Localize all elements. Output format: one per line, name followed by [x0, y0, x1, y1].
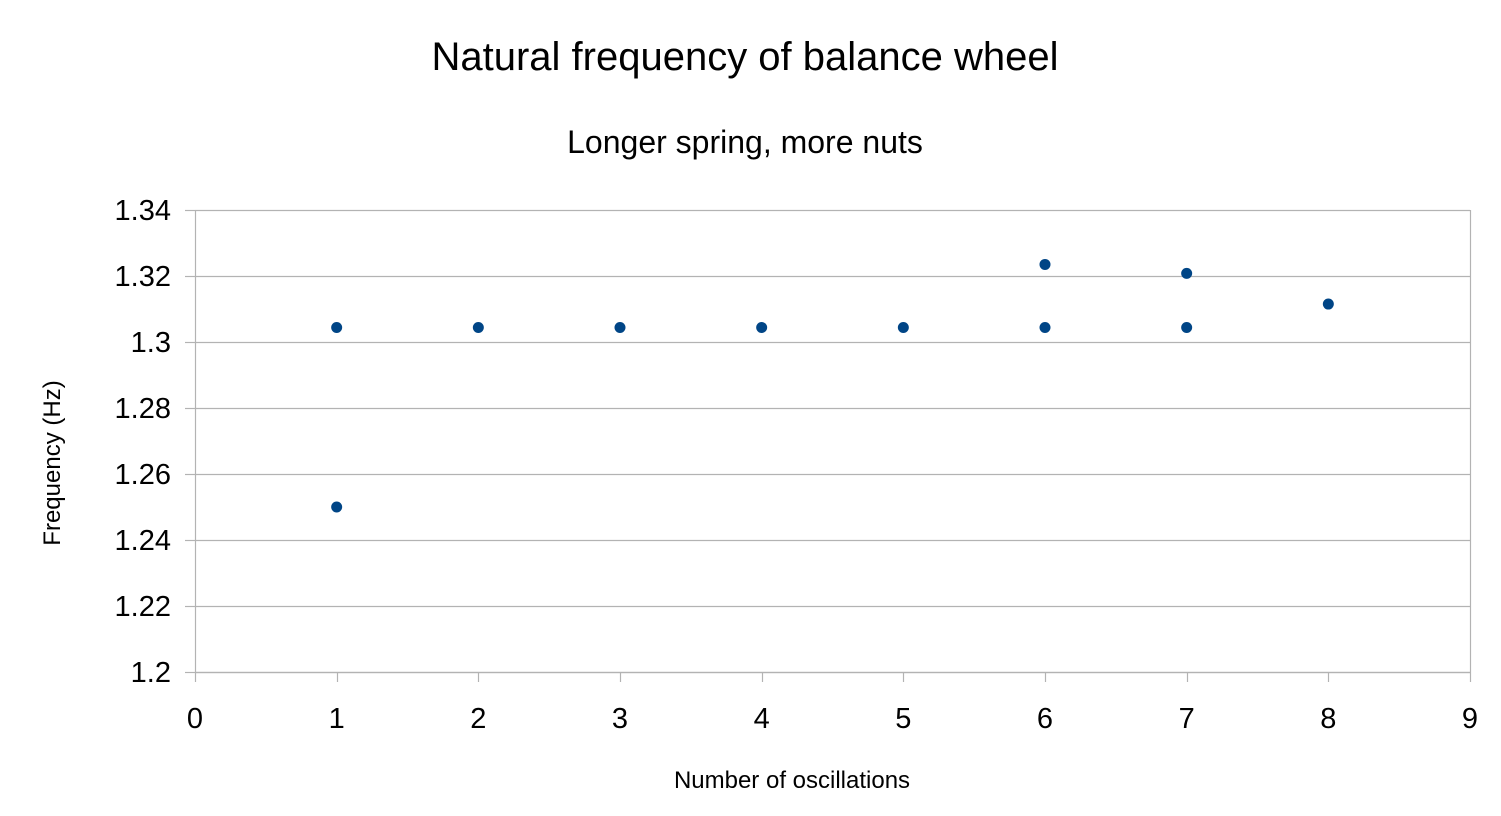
data-point: [1322, 298, 1334, 310]
y-axis-title: Frequency (Hz): [39, 380, 66, 545]
data-point: [756, 321, 768, 333]
y-tick-label: 1.2: [131, 657, 171, 689]
data-point: [472, 321, 484, 333]
x-axis-title: Number of oscillations: [674, 767, 910, 794]
y-tick-label: 1.22: [115, 591, 171, 623]
data-point: [331, 321, 343, 333]
x-tick-label: 0: [187, 703, 203, 735]
y-tick-label: 1.32: [115, 261, 171, 293]
chart-title: Natural frequency of balance wheel: [431, 35, 1058, 79]
data-point: [614, 321, 626, 333]
x-tick-label: 6: [1037, 703, 1053, 735]
axes: [185, 209, 1472, 682]
x-axis-tick-labels: 0 1 2 3 4 5 6 7 8 9: [187, 703, 1478, 735]
x-tick-label: 9: [1462, 703, 1478, 735]
data-point: [331, 501, 343, 513]
data-point: [1039, 321, 1051, 333]
y-tick-label: 1.3: [131, 327, 171, 359]
data-point: [1039, 258, 1051, 270]
data-point: [1181, 267, 1193, 279]
x-tick-label: 4: [754, 703, 770, 735]
x-tick-label: 3: [612, 703, 628, 735]
x-tick-label: 7: [1179, 703, 1195, 735]
y-tick-label: 1.28: [115, 393, 171, 425]
x-tick-label: 8: [1320, 703, 1336, 735]
data-point: [1181, 321, 1193, 333]
chart-subtitle: Longer spring, more nuts: [567, 124, 923, 160]
data-points: [331, 258, 1334, 513]
y-tick-label: 1.34: [115, 195, 171, 227]
grid-lines: [195, 209, 1470, 674]
y-axis-tick-labels: 1.2 1.22 1.24 1.26 1.28 1.3 1.32 1.34: [115, 195, 171, 689]
x-tick-label: 2: [470, 703, 486, 735]
x-tick-label: 1: [329, 703, 345, 735]
y-tick-label: 1.24: [115, 525, 171, 557]
x-tick-label: 5: [895, 703, 911, 735]
y-tick-label: 1.26: [115, 459, 171, 491]
data-point: [897, 321, 909, 333]
